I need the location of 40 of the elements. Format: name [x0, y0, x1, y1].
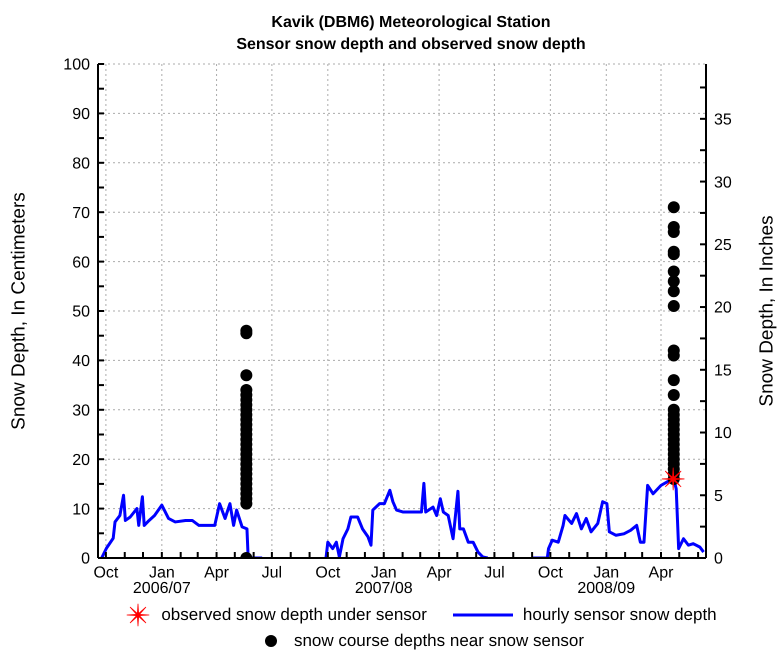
text: 2008/09 — [577, 580, 636, 598]
x-tick-label: Apr — [648, 564, 674, 582]
x-tick-label: Oct — [538, 564, 564, 582]
y2-tick-label: 25 — [714, 236, 732, 254]
y-tick-label: 20 — [72, 452, 90, 469]
x-tick-label: Apr — [204, 564, 230, 582]
x-tick-label: Jan — [593, 564, 620, 582]
y-tick-label: 30 — [72, 402, 90, 420]
y-tick-label: 10 — [72, 501, 90, 518]
legend-label: snow course depths near snow sensor — [294, 631, 584, 651]
y-tick-label: 40 — [72, 353, 90, 370]
y2-tick-label: 20 — [714, 300, 732, 317]
y2-tick-label: 15 — [714, 362, 732, 380]
x-tick-label: Jan — [370, 564, 397, 582]
legend-label: observed snow depth under sensor — [161, 605, 427, 625]
y-tick-label: 80 — [72, 155, 90, 172]
text: 2007/08 — [354, 580, 413, 598]
y-tick-label: 70 — [72, 204, 90, 222]
x-tick-label: Oct — [93, 564, 119, 582]
x-tick-label: Apr — [426, 564, 452, 582]
y2-axis-title: Snow Depth, In Inches — [756, 215, 778, 407]
y2-tick-label: 30 — [714, 174, 732, 192]
y-tick-label: 0 — [81, 550, 90, 568]
text: 2006/07 — [132, 580, 191, 598]
y-tick-label: 60 — [72, 254, 90, 272]
y-tick-label: 100 — [63, 56, 90, 74]
x-tick-label: Jul — [484, 564, 505, 582]
x-tick-label: Oct — [315, 564, 341, 582]
x-tick-label: Jan — [148, 564, 175, 582]
x-tick-label: Jul — [262, 564, 282, 582]
y-tick-label: 90 — [72, 106, 90, 124]
y-tick-label: 50 — [72, 304, 90, 321]
y2-tick-label: 35 — [714, 112, 732, 129]
legend-label: hourly sensor snow depth — [522, 605, 717, 625]
y2-tick-label: 0 — [714, 550, 723, 568]
chart-title: Kavik (DBM6) Meteorological Station — [270, 13, 552, 33]
y2-tick-label: 5 — [714, 488, 723, 505]
y-axis-title: Snow Depth, In Centimeters — [8, 192, 30, 430]
y2-tick-label: 10 — [714, 425, 732, 442]
chart-subtitle: Sensor snow depth and observed snow depth — [235, 35, 587, 55]
